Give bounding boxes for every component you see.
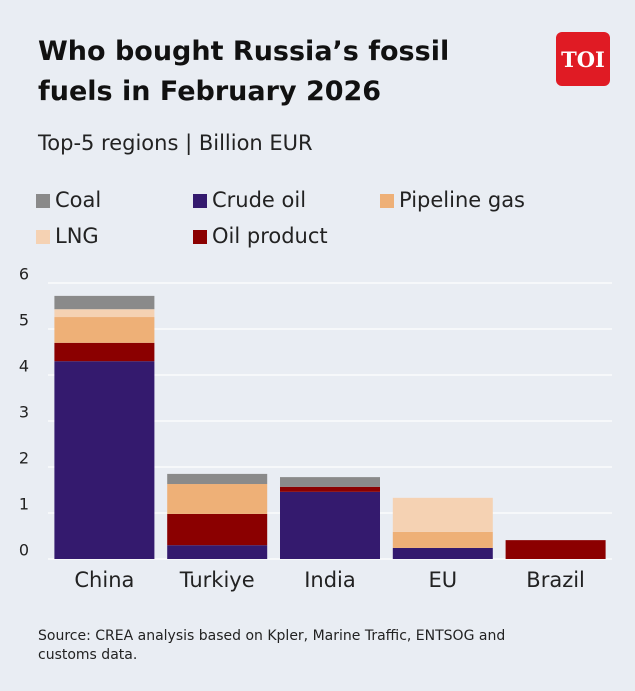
x-tick-label: India — [304, 568, 356, 592]
y-tick-label: 2 — [19, 449, 29, 468]
bar-segment — [167, 513, 268, 546]
bar-segment — [167, 484, 268, 514]
y-tick-label: 0 — [19, 541, 29, 560]
x-tick-label: Brazil — [526, 568, 585, 592]
legend-label: LNG — [55, 224, 99, 248]
y-tick-label: 6 — [19, 265, 29, 284]
legend-swatch — [193, 230, 207, 244]
legend-swatch — [36, 230, 50, 244]
y-tick-label: 4 — [19, 357, 29, 376]
y-tick-label: 3 — [19, 403, 29, 422]
x-tick-label: EU — [428, 568, 457, 592]
x-tick-label: China — [74, 568, 134, 592]
bar-segment — [280, 491, 380, 559]
bar-segment — [392, 547, 493, 559]
legend-label: Crude oil — [212, 188, 306, 212]
legend-label: Oil product — [212, 224, 328, 248]
y-tick-label: 1 — [19, 495, 29, 514]
bar-segment — [280, 486, 380, 492]
bar-segment — [167, 473, 268, 485]
bar-segment — [54, 342, 155, 362]
bar-segment — [54, 309, 155, 318]
legend-label: Coal — [55, 188, 101, 212]
bar-segment — [54, 317, 155, 343]
bar-segment — [54, 361, 155, 559]
bar-segment — [280, 477, 380, 487]
bar-segment — [392, 531, 493, 548]
bar-segment — [392, 497, 493, 532]
bar-segment — [505, 540, 606, 559]
chart-title: Who bought Russia’s fossil fuels in Febr… — [38, 36, 450, 107]
legend-swatch — [36, 194, 50, 208]
source-note: Source: CREA analysis based on Kpler, Ma… — [38, 628, 506, 663]
legend-label: Pipeline gas — [399, 188, 525, 212]
bar-segment — [167, 545, 268, 559]
legend-swatch — [193, 194, 207, 208]
legend-swatch — [380, 194, 394, 208]
y-tick-label: 5 — [19, 311, 29, 330]
x-tick-label: Turkiye — [179, 568, 255, 592]
chart-subtitle: Top-5 regions | Billion EUR — [38, 131, 313, 155]
logo: TOI — [556, 32, 610, 86]
bar-segment — [54, 295, 155, 310]
